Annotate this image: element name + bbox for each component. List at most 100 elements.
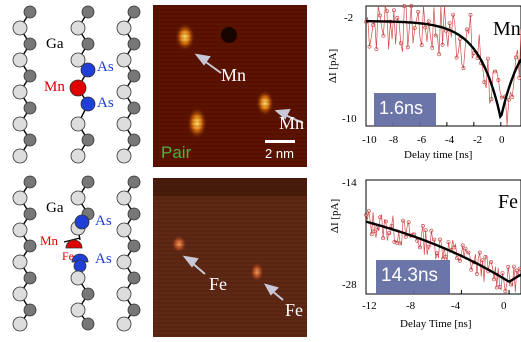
- bottom-plot-data-point-30: [406, 220, 411, 225]
- top-plot-data-point-20: [398, 41, 403, 46]
- top-plot-data-point-38: [430, 46, 435, 50]
- top-plot-data-point-22: [402, 4, 407, 8]
- top-plot-badge: 1.6ns: [374, 93, 436, 126]
- top-plot-ylabel: ΔI [pA]: [327, 48, 340, 84]
- top-plot-data-point-52: [454, 55, 459, 60]
- bottom-plot-data-point-82: [480, 258, 485, 263]
- bottom-plot-data-point-52: [438, 237, 442, 242]
- top-scale-bar-label: 2 nm: [265, 146, 294, 161]
- top-decay-plot: ΔI [pA] Delay time [ns] -2 -10 -10 -8 -6…: [327, 0, 521, 168]
- bottom-plot-data-point-96: [500, 271, 505, 276]
- bottom-plot-element-label: Fe: [498, 191, 518, 213]
- bottom-plot-data-point-16: [386, 231, 391, 236]
- bottom-plot-data-point-70: [463, 246, 468, 251]
- top-plot-data-point-30: [416, 9, 421, 14]
- bottom-stm-svg: [153, 178, 307, 337]
- top-plot-element-label: Mn: [493, 18, 521, 40]
- top-plot-axes-frame: [365, 5, 521, 127]
- bottom-as-half-atom: [71, 253, 89, 263]
- bottom-plot-data-point-62: [452, 245, 457, 250]
- bottom-plot-data-point-74: [469, 268, 474, 272]
- bottom-plot-data-point-94: [497, 285, 502, 289]
- bottom-plot-data-point-2: [366, 209, 371, 213]
- top-ga-label: Ga: [46, 36, 64, 52]
- top-plot-xtick-1: -10: [362, 134, 377, 146]
- top-plot-data-point-28: [412, 26, 417, 31]
- top-plot-data-point-6: [374, 47, 379, 52]
- bottom-plot-data-point-90: [492, 277, 496, 282]
- bottom-plot-data-point-46: [429, 228, 434, 233]
- bottom-plot-ytick-1: -14: [342, 177, 357, 189]
- top-plot-data-point-72: [489, 97, 494, 102]
- bottom-plot-data-point-68: [460, 243, 465, 248]
- top-stm-image: Mn Mn 2 nm Pair: [153, 5, 307, 167]
- bottom-mn-half-atom: [65, 239, 83, 249]
- top-plot-data-point-40: [433, 33, 438, 38]
- bottom-plot-xlabel: Delay Time [ns]: [400, 318, 472, 330]
- bottom-plot-data-point-12: [381, 236, 386, 241]
- bottom-as-atom-1: [74, 214, 90, 230]
- top-as-atom-2: [80, 96, 96, 112]
- top-plot-data-point-16: [392, 8, 396, 13]
- bottom-plot-xtick-3: -4: [451, 300, 461, 312]
- bottom-plot-data-point-64: [455, 256, 459, 261]
- top-pair-label: Pair: [161, 143, 192, 162]
- top-plot-svg: [364, 4, 521, 127]
- top-plot-data-point-24: [405, 45, 410, 50]
- bottom-plot-fit-curve: [365, 220, 521, 283]
- bottom-plot-data-point-50: [435, 251, 440, 256]
- top-as-label-1: As: [97, 59, 114, 75]
- bottom-plot-data-point-14: [384, 219, 388, 224]
- top-crystal-diagram: Ga As Mn As: [0, 0, 152, 168]
- bottom-mn-label: Mn: [40, 233, 59, 248]
- bottom-fe-label: Fe: [62, 249, 74, 263]
- top-plot-fit-curve: [366, 20, 521, 120]
- bottom-plot-data-point-102: [509, 282, 513, 287]
- bottom-crystal-diagram: Ga As Mn Fe As: [0, 170, 152, 337]
- top-plot-badge-text: 1.6ns: [379, 98, 424, 118]
- top-plot-data-point-86: [513, 55, 518, 60]
- top-plot-data-point-60: [468, 12, 473, 17]
- top-plot-data-point-18: [395, 15, 400, 20]
- top-plot-data-point-10: [381, 33, 386, 38]
- bottom-plot-xtick-1: -12: [362, 300, 377, 312]
- bottom-plot-data-point-58: [446, 240, 451, 245]
- bottom-plot-data-point-98: [503, 289, 508, 294]
- top-as-label-2: As: [97, 95, 114, 111]
- bottom-plot-data-point-80: [477, 250, 482, 255]
- bottom-plot-data-point-100: [506, 265, 511, 269]
- top-mn-label: Mn: [44, 79, 65, 95]
- bottom-plot-ytick-2: -28: [342, 279, 357, 291]
- bottom-plot-axes-frame: [365, 179, 521, 295]
- bottom-plot-data-point-18: [389, 224, 394, 228]
- bottom-plot-data-point-26: [401, 218, 405, 223]
- top-plot-data-point-34: [423, 25, 428, 30]
- bottom-decay-plot: ΔI [pA] Delay Time [ns] -14 -28 -12 -8 -…: [329, 170, 521, 337]
- bottom-plot-data-point-40: [421, 224, 425, 228]
- top-plot-data-trace: [365, 5, 521, 126]
- bottom-plot-xtick-4: 0: [501, 300, 507, 312]
- bottom-plot-data-point-48: [432, 237, 437, 242]
- top-crystal-svg: [12, 5, 141, 164]
- bottom-plot-data-point-104: [511, 264, 516, 269]
- top-plot-xlabel: Delay time [ns]: [404, 149, 473, 161]
- bottom-stm-fe-label-1: Fe: [209, 274, 227, 294]
- bottom-plot-data-point-78: [474, 272, 479, 276]
- top-plot-data-point-82: [506, 97, 511, 102]
- bottom-plot-svg: [364, 179, 521, 295]
- top-plot-data-point-58: [465, 27, 469, 32]
- bottom-plot-data-point-24: [398, 241, 403, 246]
- bottom-plot-xtick-2: -8: [406, 300, 416, 312]
- top-plot-data-point-54: [458, 37, 462, 41]
- bottom-plot-data-point-38: [418, 245, 422, 250]
- top-stm-mn-label-1: Mn: [221, 65, 247, 85]
- top-plot-xtick-3: -6: [417, 134, 427, 146]
- top-plot-data-point-26: [409, 4, 414, 8]
- bottom-plot-data-point-56: [443, 254, 448, 259]
- bottom-ga-label: Ga: [46, 200, 64, 216]
- top-plot-data-point-84: [510, 95, 515, 99]
- top-plot-data-point-70: [485, 56, 490, 61]
- top-plot-data-point-50: [451, 12, 456, 17]
- top-plot-ytick-2: -10: [342, 113, 357, 125]
- top-plot-data-point-44: [440, 42, 445, 47]
